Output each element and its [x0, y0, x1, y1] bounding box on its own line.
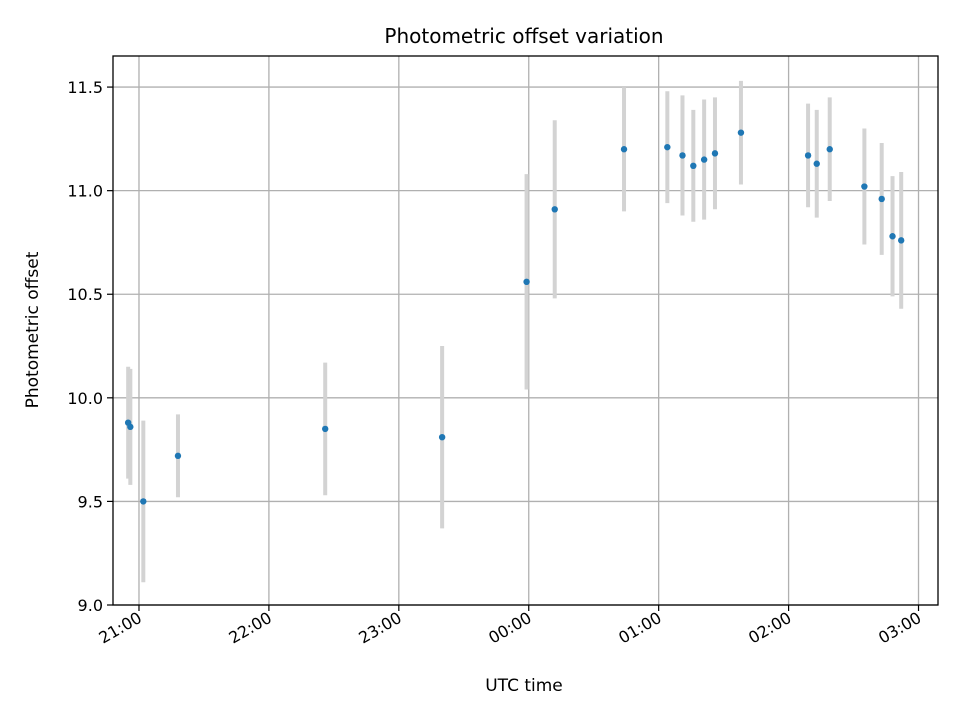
plot-frame: [112, 55, 939, 606]
data-point: [813, 160, 820, 167]
y-tick-label: 9.5: [78, 492, 103, 511]
data-point: [127, 423, 134, 431]
data-point: [889, 233, 896, 240]
data-point: [140, 498, 147, 505]
data-point: [826, 146, 833, 153]
data-point: [711, 150, 719, 157]
data-point: [620, 146, 628, 153]
data-point: [804, 152, 812, 159]
data-point: [523, 278, 530, 286]
grid-lines: [113, 56, 938, 606]
y-tick-label: 11.0: [67, 182, 103, 201]
y-tick-label: 10.0: [67, 389, 103, 408]
data-point: [690, 162, 697, 169]
data-point: [700, 156, 708, 163]
data-point: [861, 183, 868, 190]
x-axis-label: UTC time: [485, 676, 563, 696]
y-tick-label: 10.5: [67, 285, 103, 304]
data-point: [322, 425, 329, 433]
data-points: [124, 129, 905, 505]
y-tick-label: 11.5: [67, 78, 103, 97]
data-point: [664, 143, 671, 151]
data-point: [679, 152, 686, 159]
data-point: [878, 195, 885, 203]
chart-title: Photometric offset variation: [384, 24, 663, 48]
data-point: [438, 433, 446, 441]
data-point: [737, 129, 745, 136]
y-tick-label: 9.0: [78, 596, 103, 615]
y-axis-label: Photometric offset: [23, 251, 43, 408]
data-point: [174, 452, 182, 460]
data-point: [897, 237, 905, 244]
data-point: [551, 206, 558, 213]
